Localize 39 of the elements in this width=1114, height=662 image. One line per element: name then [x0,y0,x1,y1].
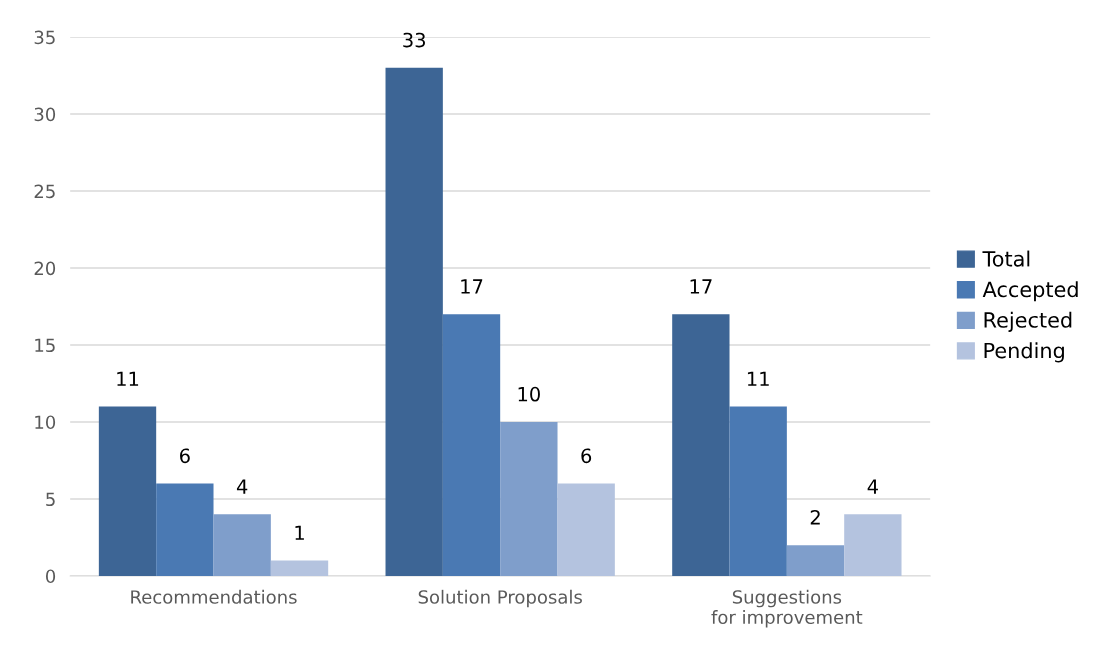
data-label: 11 [747,371,769,386]
bar [557,483,615,576]
data-label: 17 [690,279,712,294]
bar [786,545,845,576]
data-label: 2 [810,510,820,525]
x-tick-label: Solution Proposals [418,589,582,608]
data-label: 10 [518,386,540,402]
y-tick-label: 20 [34,261,56,276]
bar [442,314,501,576]
y-tick-label: 5 [46,492,55,507]
data-label: 4 [236,479,248,494]
data-label: 33 [403,32,425,48]
bar [500,421,558,576]
data-label: 11 [117,371,139,386]
y-tick-label: 10 [35,415,56,430]
data-label: 4 [867,479,878,494]
legend-label: Accepted [982,281,1078,302]
bar [213,514,271,576]
legend-label: Rejected [984,311,1072,332]
data-label: 17 [461,279,483,294]
x-tick-label: Suggestions for improvement [711,589,863,628]
legend-label: Pending [984,342,1064,363]
data-label: 6 [180,448,190,464]
legend-label: Total [982,250,1030,267]
bar [98,406,157,576]
x-tick-label: Recommendations [131,589,297,604]
y-tick-label: 0 [46,569,56,584]
bar [672,314,730,576]
data-label: 1 [295,525,304,540]
bar [385,67,443,576]
y-tick-label: 30 [34,107,56,122]
y-tick-label: 15 [35,338,55,353]
y-tick-label: 25 [34,184,55,199]
data-label: 6 [581,448,592,464]
bar [729,406,787,576]
bar [844,514,902,576]
bar [270,560,329,576]
bar [156,483,214,576]
y-tick-label: 35 [34,30,55,45]
